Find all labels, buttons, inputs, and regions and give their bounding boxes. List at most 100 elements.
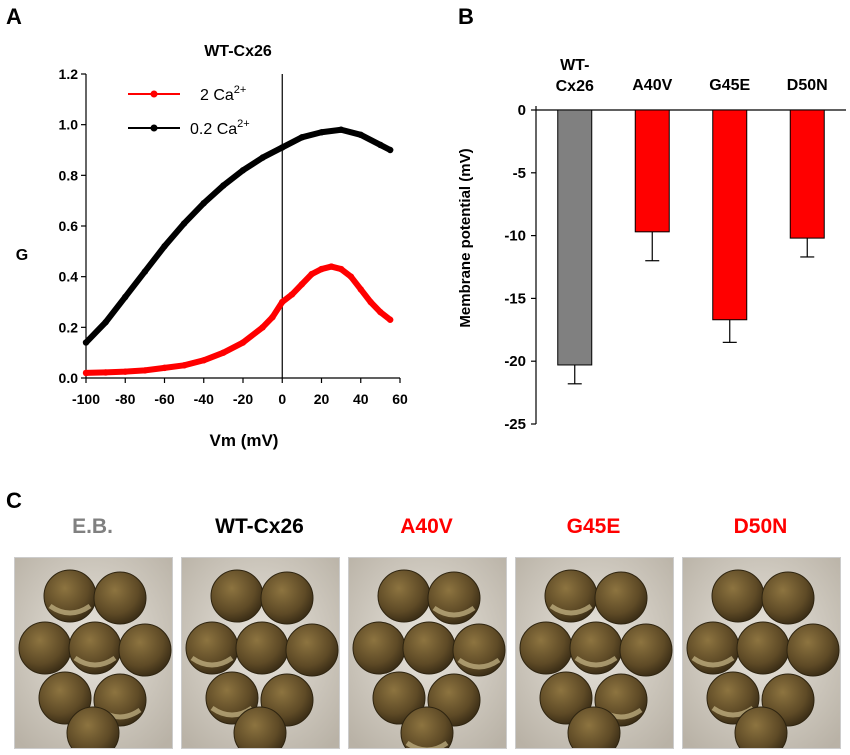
chart-a-xtick-label: 60 xyxy=(392,391,408,407)
oocyte-photo-4 xyxy=(682,557,841,749)
oocyte-pole xyxy=(190,655,234,668)
chart-a-xtick-label: 0 xyxy=(278,391,286,407)
chart-a-ytick-label: 1.0 xyxy=(59,117,79,133)
oocyte-pole xyxy=(691,655,735,668)
data-point xyxy=(82,369,90,377)
oocyte xyxy=(761,571,815,625)
oocyte-pole xyxy=(549,603,593,616)
data-point xyxy=(200,200,207,207)
oocyte xyxy=(711,569,765,623)
oocyte-photo-1 xyxy=(181,557,340,749)
chart-b: Membrane potential (mV) 0 -5 -10 -15 -20 -25 W… xyxy=(457,57,846,433)
category-label-0: WT- xyxy=(560,57,589,74)
data-point xyxy=(122,368,129,375)
data-point xyxy=(318,129,325,136)
panel-label-a: A xyxy=(6,4,22,29)
oocyte xyxy=(377,569,431,623)
oocyte-photo-0 xyxy=(14,557,173,749)
oocyte-photo-drawing xyxy=(182,558,339,748)
data-point xyxy=(102,369,109,376)
data-point xyxy=(180,220,188,227)
photo-label-2: A40V xyxy=(400,515,453,538)
oocyte xyxy=(594,571,648,625)
oocyte xyxy=(567,706,621,748)
oocyte xyxy=(66,706,120,748)
oocyte-pole xyxy=(73,655,117,668)
chart-a-xtick-label: -80 xyxy=(115,391,135,407)
series-line-0 xyxy=(83,263,394,376)
oocyte xyxy=(38,671,92,725)
legend-label-sup: 2+ xyxy=(234,84,247,96)
oocyte xyxy=(210,569,264,623)
data-point xyxy=(220,349,227,356)
bar-2 xyxy=(712,109,748,321)
data-point xyxy=(239,339,247,346)
data-point xyxy=(318,265,325,273)
oocyte xyxy=(786,623,840,677)
oocyte xyxy=(734,706,788,748)
chart-b-ytick-label: -20 xyxy=(504,353,526,370)
data-point xyxy=(347,273,355,280)
category-label-3: D50N xyxy=(787,77,828,94)
oocyte-pole xyxy=(457,657,501,670)
chart-a-ytick-label: 0.4 xyxy=(59,269,79,285)
oocyte xyxy=(372,671,426,725)
chart-b-ytick-label: -15 xyxy=(504,290,526,307)
oocyte-photo-drawing xyxy=(349,558,506,748)
chart-a-ytick-label: 0.8 xyxy=(59,167,79,183)
chart-a-ytick-label: 0.0 xyxy=(59,370,79,386)
oocyte xyxy=(402,621,456,675)
chart-b-ytick-label: -10 xyxy=(504,228,526,245)
legend-marker-1 xyxy=(150,124,158,132)
chart-a-xtick-label: 40 xyxy=(353,391,369,407)
data-point xyxy=(367,298,374,306)
chart-a-ytick-label: 1.2 xyxy=(59,66,79,82)
oocyte xyxy=(285,623,339,677)
oocyte-photo-3 xyxy=(515,557,674,749)
chart-b-ytick-label: -5 xyxy=(513,165,526,182)
legend-label-sup: 2+ xyxy=(237,118,250,130)
data-point xyxy=(279,144,286,151)
bar-1 xyxy=(634,109,670,233)
oocyte-photo-drawing xyxy=(683,558,840,748)
data-point xyxy=(298,281,306,288)
data-point xyxy=(386,146,394,154)
oocyte-pole xyxy=(574,655,618,668)
category-label-0: Cx26 xyxy=(556,78,594,95)
data-point xyxy=(288,291,296,298)
data-point xyxy=(220,182,227,189)
oocyte-photo-2 xyxy=(348,557,507,749)
oocyte xyxy=(235,621,289,675)
chart-b-ytick-label: 0 xyxy=(518,102,526,119)
oocyte-photo-drawing xyxy=(15,558,172,748)
chart-a-ylabel: G xyxy=(16,247,28,264)
data-point xyxy=(141,367,149,374)
panel-label-c: C xyxy=(6,488,22,513)
panel-label-b: B xyxy=(458,4,474,29)
oocyte xyxy=(233,706,287,748)
data-point xyxy=(141,268,149,275)
chart-b-ylabel: Membrane potential (mV) xyxy=(457,148,474,327)
data-point xyxy=(357,286,364,293)
chart-a-ytick-label: 0.6 xyxy=(59,218,79,234)
data-point xyxy=(337,265,345,273)
photo-label-3: G45E xyxy=(566,515,621,538)
data-point xyxy=(122,293,129,301)
bar-3 xyxy=(789,109,825,239)
series-line-1 xyxy=(83,126,394,346)
data-point xyxy=(102,319,109,326)
oocyte xyxy=(519,621,573,675)
chart-a-title: WT-Cx26 xyxy=(204,43,272,60)
photo-label-4: D50N xyxy=(733,515,788,538)
data-point xyxy=(82,339,90,346)
legend-marker-0 xyxy=(150,90,158,98)
oocyte xyxy=(352,621,406,675)
data-point xyxy=(269,314,276,321)
oocyte-pole xyxy=(48,603,92,616)
chart-a-xtick-label: -100 xyxy=(72,391,100,407)
legend-label-1: 0.2 Ca2+ xyxy=(190,118,250,138)
chart-b-ytick-label: -25 xyxy=(504,416,526,433)
bar-0 xyxy=(557,109,593,366)
category-label-2: G45E xyxy=(709,77,750,94)
chart-a-ytick-label: 0.2 xyxy=(59,319,79,335)
